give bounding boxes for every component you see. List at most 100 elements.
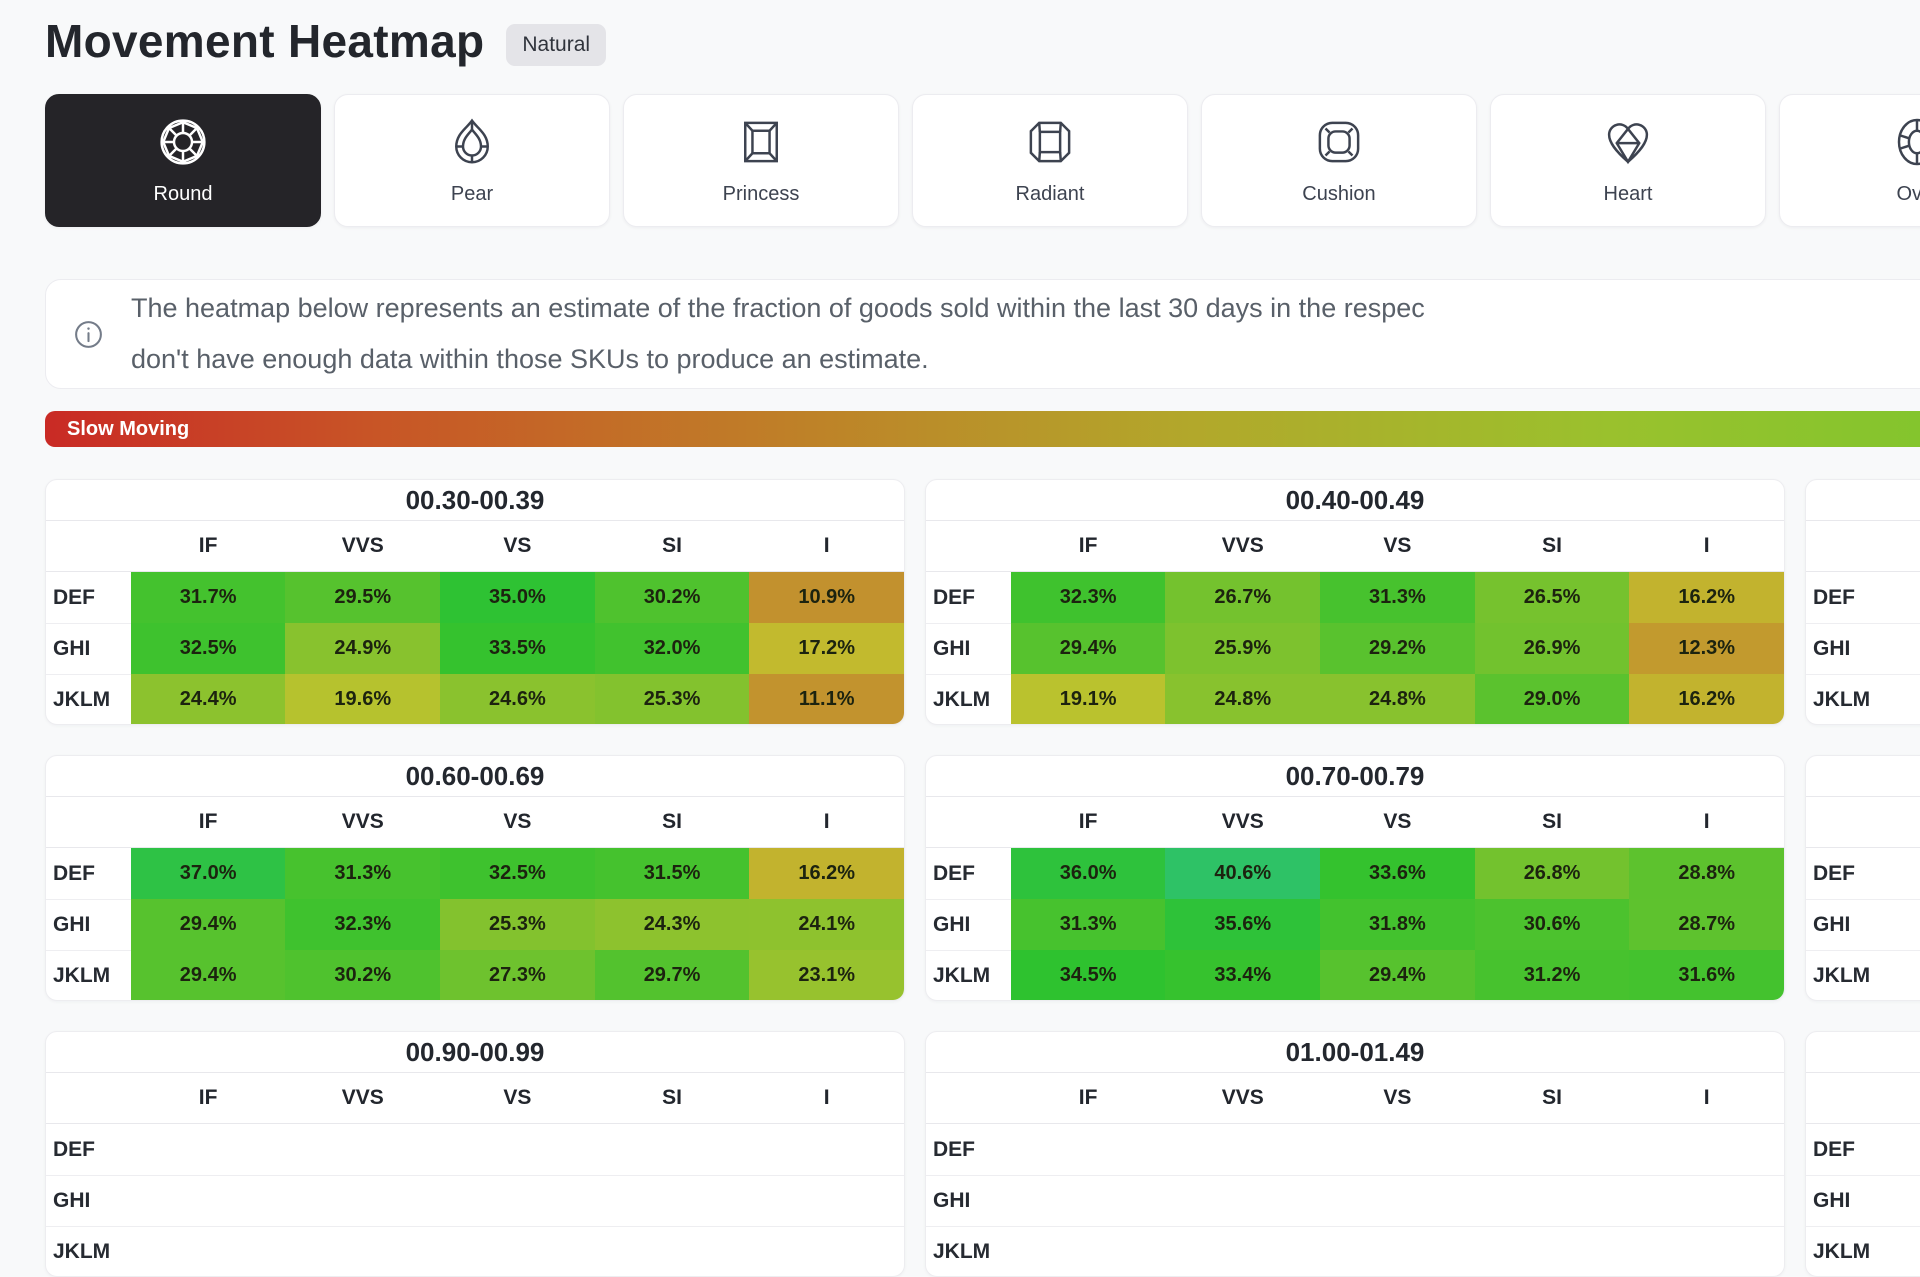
column-header: IF	[1891, 797, 1920, 847]
row-label: DEF	[933, 585, 975, 609]
heatmap-cell: 33.5%	[440, 623, 595, 674]
row-label: JKLM	[926, 950, 1011, 1000]
heatmap-cell: 32.3%	[285, 899, 441, 950]
column-header: VS	[1383, 810, 1412, 833]
column-header: VVS	[341, 810, 384, 833]
heatmap-cell: 17.2%	[749, 623, 904, 674]
column-header: SI	[662, 1086, 682, 1109]
heatmap-cell: 25.9%	[1165, 623, 1321, 674]
heatmap-cell: 27.3%	[440, 950, 595, 1000]
tab-label: Princess	[722, 183, 800, 205]
heatmap-cell: 29.4%	[130, 899, 286, 950]
row-label: GHI	[46, 623, 131, 674]
heart-diamond-icon	[1601, 115, 1655, 174]
heatmap-cell	[1890, 674, 1920, 724]
column-header: I	[1703, 810, 1710, 833]
heatmap-cell: 11.1%	[749, 674, 904, 724]
heatmap-cell: 28.8%	[1629, 848, 1784, 899]
heatmap-cell	[1320, 1124, 1475, 1175]
tab-heart[interactable]: Heart	[1490, 94, 1766, 227]
row-label: GHI	[926, 623, 1011, 674]
movement-legend-bar: Slow Moving	[45, 411, 1920, 447]
tab-round[interactable]: Round	[45, 94, 321, 227]
heatmap-cell: 23.1%	[749, 950, 904, 1000]
table-row: JKLM	[926, 1226, 1784, 1276]
table-row: JKLM	[46, 1226, 904, 1276]
heatmap-cell: 30.6%	[1474, 899, 1630, 950]
heatmap-cell	[285, 1226, 441, 1276]
column-header: SI	[1542, 534, 1562, 557]
heatmap-cell	[594, 1226, 750, 1276]
table-row: GHI 32.5% 24.9% 33.5% 32.0% 17.2%	[46, 623, 904, 674]
heatmap-cell: 32.5%	[440, 848, 595, 899]
heatmap-cell	[440, 1226, 595, 1276]
tab-label: Radiant	[1015, 183, 1085, 205]
column-header: SI	[1542, 810, 1562, 833]
table-row: DEF 31.7% 29.5% 35.0% 30.2% 10.9%	[46, 572, 904, 623]
row-label: JKLM	[926, 674, 1011, 724]
heatmap-cell: 26.8%	[1474, 848, 1630, 899]
heatmap-cell: 36.0%	[1010, 848, 1166, 899]
heatmap-cell	[595, 1124, 750, 1175]
cushion-diamond-icon	[1312, 115, 1366, 174]
row-label: DEF	[1813, 1137, 1855, 1161]
info-text: The heatmap below represents an estimate…	[131, 283, 1425, 385]
table-row: DEF	[1806, 572, 1920, 623]
heatmap-cell	[440, 1175, 595, 1226]
header-spacer	[46, 521, 131, 571]
heatmap-cell: 26.9%	[1474, 623, 1630, 674]
heatmap-grid: 00.30-00.39 IF VVS VS SI I DEF 31.7% 29.5% 35.0% 3…	[45, 479, 1920, 1277]
column-header: VVS	[1221, 1086, 1264, 1109]
heatmap-cell	[285, 1124, 440, 1175]
column-header: IF	[198, 1086, 218, 1109]
column-header: I	[1703, 534, 1710, 557]
row-label: JKLM	[46, 674, 131, 724]
heatmap-cell: 37.0%	[130, 848, 286, 899]
heatmap-cell	[594, 1175, 750, 1226]
column-header: VVS	[341, 534, 384, 557]
heatmap-cell: 31.3%	[1320, 572, 1475, 623]
heatmap-cell	[285, 1175, 441, 1226]
heatmap-cell	[440, 1124, 595, 1175]
heatmap-cell	[1891, 848, 1920, 899]
heatmap-cell: 31.6%	[1629, 950, 1784, 1000]
heatmap-cell	[1474, 1226, 1630, 1276]
heatmap-cell	[1011, 1124, 1166, 1175]
heatmap-cell	[130, 1226, 286, 1276]
heatmap-cell: 26.5%	[1474, 572, 1630, 623]
column-header: SI	[1542, 1086, 1562, 1109]
tab-oval[interactable]: Oval	[1779, 94, 1920, 227]
heatmap-cell: 10.9%	[749, 572, 904, 623]
heatmap-cell: 31.2%	[1474, 950, 1630, 1000]
row-label: GHI	[1806, 623, 1891, 674]
tab-radiant[interactable]: Radiant	[912, 94, 1188, 227]
tab-label: Oval	[1896, 183, 1920, 205]
tab-pear[interactable]: Pear	[334, 94, 610, 227]
heatmap-cell	[1010, 1226, 1166, 1276]
table-title: 00.60-00.69	[46, 756, 904, 797]
tab-princess[interactable]: Princess	[623, 94, 899, 227]
heatmap-cell: 19.1%	[1010, 674, 1166, 724]
heatmap-cell: 40.6%	[1165, 848, 1321, 899]
column-header: IF	[198, 810, 218, 833]
heatmap-cell: 33.6%	[1320, 848, 1475, 899]
heatmap-cell: 16.2%	[749, 848, 904, 899]
heatmap-cell	[131, 1124, 286, 1175]
table-row: DEF	[46, 1124, 904, 1175]
column-header: I	[823, 534, 830, 557]
heatmap-cell	[1320, 1226, 1475, 1276]
header-spacer	[926, 1073, 1011, 1123]
column-header: IF	[1078, 534, 1098, 557]
page-title: Movement Heatmap	[45, 15, 485, 67]
heatmap-cell: 31.3%	[285, 848, 441, 899]
table-row: GHI	[1806, 623, 1920, 674]
tab-cushion[interactable]: Cushion	[1201, 94, 1477, 227]
heatmap-cell: 12.3%	[1629, 623, 1784, 674]
heatmap-cell	[1010, 1175, 1166, 1226]
table-row: JKLM 29.4% 30.2% 27.3% 29.7% 23.1%	[46, 950, 904, 1000]
column-header: IF	[1891, 1073, 1920, 1123]
tab-label: Heart	[1603, 183, 1653, 205]
